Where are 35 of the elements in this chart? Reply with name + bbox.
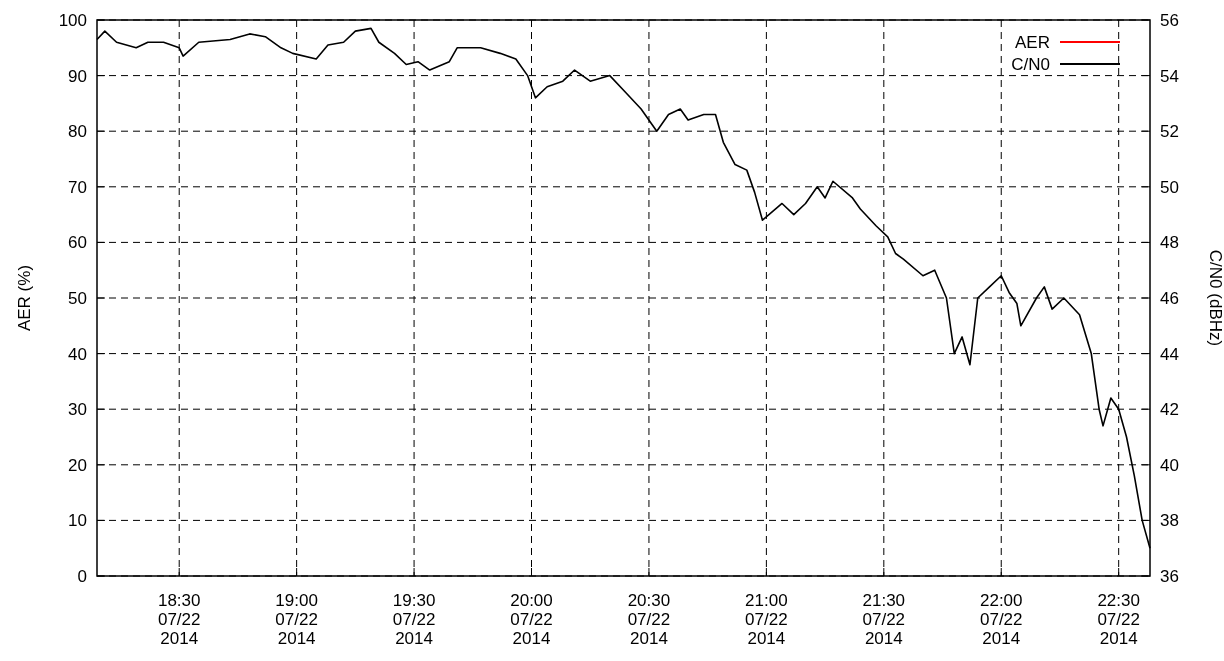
- y-tick-label: 100: [58, 10, 87, 30]
- y2-tick-label: 46: [1160, 288, 1179, 308]
- x-tick-label: 20:30 07/22 2014: [627, 591, 671, 648]
- legend-label: AER: [1015, 32, 1050, 52]
- x-tick-label: 19:30 07/22 2014: [392, 591, 436, 648]
- y2-tick-label: 56: [1160, 10, 1179, 30]
- y2-tick-label: 42: [1160, 400, 1179, 420]
- y-tick-label: 60: [68, 233, 87, 253]
- y2-tick-label: 38: [1160, 511, 1179, 531]
- y2-tick-label: 52: [1160, 122, 1179, 142]
- x-tick-label: 22:30 07/22 2014: [1097, 591, 1140, 648]
- y2-tick-label: 50: [1160, 177, 1179, 197]
- x-tick-label: 20:00 07/22 2014: [510, 591, 553, 648]
- y-axis-title: AER (%): [15, 264, 34, 332]
- x-tick-label: 18:30 07/22 2014: [157, 591, 201, 648]
- y2-tick-label: 36: [1160, 566, 1179, 586]
- y-tick-label: 30: [68, 400, 87, 420]
- y2-axis-title: C/N0 (dBHz): [1206, 249, 1224, 347]
- y2-tick-label: 40: [1160, 455, 1179, 475]
- x-tick-label: 19:00 07/22 2014: [275, 591, 318, 648]
- y-tick-label: 10: [68, 511, 87, 531]
- y2-tick-label: 44: [1160, 344, 1179, 364]
- y-tick-label: 0: [77, 566, 87, 586]
- y2-tick-label: 48: [1160, 233, 1179, 253]
- y-tick-label: 20: [68, 455, 87, 475]
- y-tick-label: 50: [68, 288, 87, 308]
- x-tick-label: 21:00 07/22 2014: [745, 591, 788, 648]
- x-tick-label: 21:30 07/22 2014: [862, 591, 906, 648]
- y-tick-label: 80: [68, 122, 87, 142]
- y-tick-label: 70: [68, 177, 87, 197]
- y-tick-label: 40: [68, 344, 87, 364]
- y2-tick-label: 54: [1160, 66, 1179, 86]
- x-tick-label: 22:00 07/22 2014: [979, 591, 1023, 648]
- legend-label: C/N0: [1011, 54, 1050, 74]
- y-tick-label: 90: [68, 66, 87, 86]
